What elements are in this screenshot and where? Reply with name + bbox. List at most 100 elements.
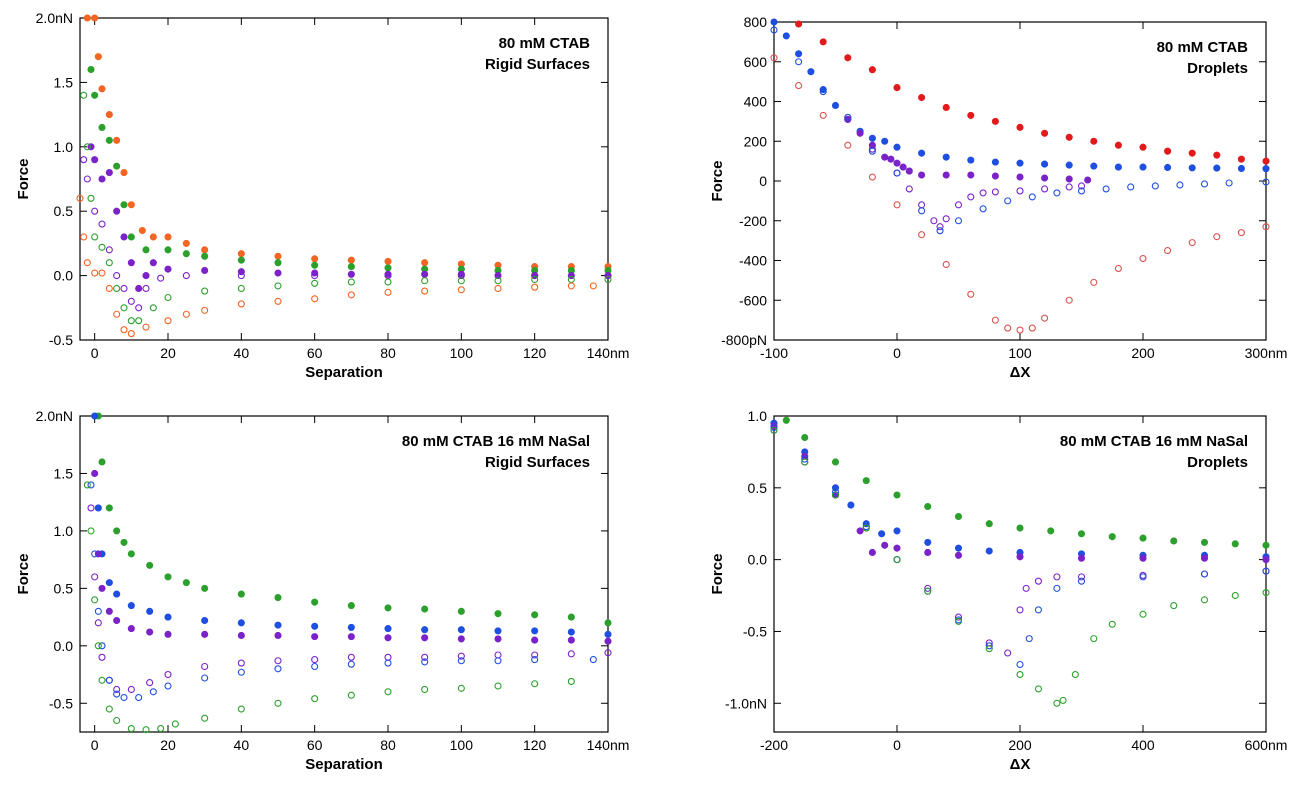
data-point bbox=[311, 261, 319, 269]
data-point bbox=[164, 233, 172, 241]
data-point bbox=[311, 295, 319, 303]
data-point bbox=[237, 590, 245, 598]
data-point bbox=[1016, 524, 1024, 532]
data-point bbox=[893, 169, 901, 177]
series-5 bbox=[80, 91, 612, 325]
data-point bbox=[770, 18, 778, 26]
data-point bbox=[182, 310, 190, 318]
y-tick-label: 0.5 bbox=[54, 203, 74, 219]
series-1 bbox=[94, 412, 612, 627]
series-1 bbox=[83, 14, 612, 271]
data-point bbox=[113, 716, 121, 725]
data-point bbox=[120, 233, 128, 241]
data-point bbox=[1108, 533, 1116, 541]
y-tick-label: 600 bbox=[744, 54, 768, 70]
data-point bbox=[94, 642, 102, 650]
data-point bbox=[899, 163, 907, 171]
x-tick-label: 20 bbox=[160, 737, 176, 753]
x-tick-label: 0 bbox=[893, 345, 901, 361]
data-point bbox=[954, 617, 963, 625]
data-point bbox=[918, 149, 926, 157]
data-point bbox=[979, 205, 987, 213]
data-point bbox=[164, 670, 172, 679]
data-point bbox=[1188, 149, 1196, 157]
x-axis-label: ΔX bbox=[1010, 364, 1031, 381]
data-point bbox=[862, 524, 870, 532]
data-point bbox=[1114, 141, 1122, 149]
data-point bbox=[91, 550, 99, 558]
data-point bbox=[979, 189, 987, 197]
data-point bbox=[237, 659, 245, 667]
data-point bbox=[991, 188, 999, 196]
data-point bbox=[567, 628, 575, 636]
panel-title-line: 80 mM CTAB 16 mM NaSal bbox=[402, 433, 590, 450]
data-point bbox=[819, 88, 827, 96]
x-tick-label: 140nm bbox=[587, 345, 630, 361]
data-point bbox=[494, 284, 502, 293]
data-point bbox=[105, 136, 113, 144]
data-point bbox=[182, 579, 190, 587]
data-point bbox=[893, 159, 901, 167]
data-point bbox=[347, 633, 355, 641]
data-point bbox=[868, 145, 876, 153]
panel-title-line: Droplets bbox=[1187, 60, 1248, 77]
data-point bbox=[171, 720, 179, 728]
data-point bbox=[142, 284, 150, 293]
x-tick-label: 100 bbox=[1008, 345, 1032, 361]
panel-title-line: 80 mM CTAB bbox=[499, 35, 591, 52]
data-point bbox=[164, 317, 172, 325]
data-point bbox=[311, 695, 319, 703]
data-point bbox=[201, 306, 209, 314]
data-point bbox=[1127, 183, 1135, 191]
data-point bbox=[384, 659, 392, 667]
data-point bbox=[149, 259, 157, 267]
data-point bbox=[1077, 182, 1086, 190]
data-point bbox=[531, 680, 539, 688]
data-point bbox=[135, 304, 143, 312]
data-point bbox=[201, 616, 209, 625]
data-point bbox=[457, 626, 465, 634]
data-point bbox=[347, 278, 355, 286]
series-4 bbox=[80, 156, 612, 312]
data-point bbox=[83, 143, 91, 151]
x-tick-label: 0 bbox=[893, 737, 901, 753]
data-point bbox=[98, 123, 106, 132]
data-point bbox=[604, 272, 612, 280]
series-6 bbox=[76, 194, 597, 338]
data-point bbox=[991, 316, 999, 324]
data-point bbox=[924, 502, 932, 511]
data-point bbox=[807, 68, 815, 76]
data-point bbox=[1090, 137, 1098, 145]
data-point bbox=[182, 239, 190, 247]
data-point bbox=[146, 561, 154, 569]
y-tick-label: -1.0nN bbox=[725, 695, 767, 711]
data-point bbox=[311, 272, 319, 280]
data-point bbox=[274, 621, 282, 629]
data-point bbox=[1200, 538, 1209, 546]
series-5 bbox=[770, 26, 1270, 235]
x-axis-label: Separation bbox=[305, 364, 383, 381]
panel-title-line: Rigid Surfaces bbox=[485, 454, 590, 471]
data-point bbox=[421, 626, 429, 634]
data-point bbox=[274, 594, 282, 602]
data-point bbox=[1139, 534, 1147, 542]
data-point bbox=[1077, 530, 1086, 538]
data-point bbox=[893, 143, 901, 151]
data-point bbox=[795, 82, 803, 90]
data-point bbox=[1114, 264, 1122, 273]
data-point bbox=[87, 504, 95, 512]
data-point bbox=[91, 156, 99, 164]
data-point bbox=[1065, 133, 1073, 141]
y-axis-label: Force bbox=[15, 554, 32, 595]
data-point bbox=[1084, 176, 1092, 184]
data-point bbox=[1170, 537, 1178, 545]
data-point bbox=[182, 250, 190, 258]
data-point bbox=[274, 269, 282, 277]
data-point bbox=[1028, 324, 1036, 332]
data-point bbox=[1139, 554, 1147, 562]
data-point bbox=[457, 652, 465, 660]
data-point bbox=[105, 169, 113, 177]
data-point bbox=[1077, 187, 1086, 195]
data-point bbox=[311, 633, 319, 641]
data-point bbox=[384, 257, 392, 265]
